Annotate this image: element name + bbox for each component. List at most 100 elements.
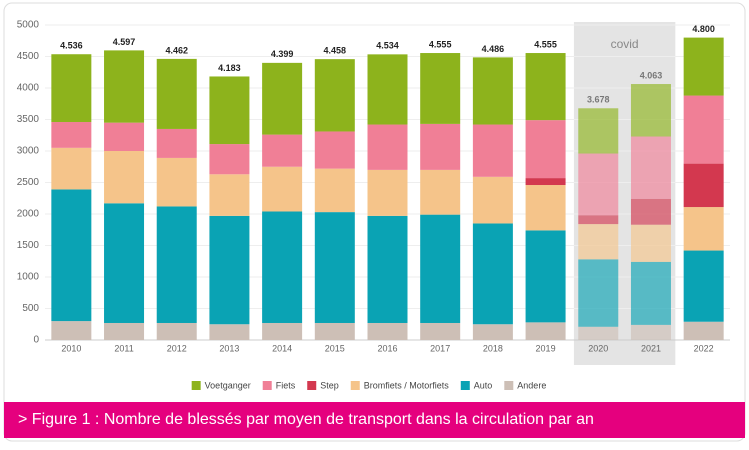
bar-segment xyxy=(525,185,566,231)
bar-segment xyxy=(51,54,92,123)
bar-segment xyxy=(262,322,303,340)
bar-segment xyxy=(683,250,724,322)
bar-segment xyxy=(51,321,92,340)
total-label: 4.800 xyxy=(692,24,715,34)
x-tick-label: 2016 xyxy=(377,343,397,353)
x-tick-label: 2012 xyxy=(167,343,187,353)
bar-segment xyxy=(630,324,671,340)
x-tick-label: 2022 xyxy=(694,343,714,353)
y-tick-label: 4000 xyxy=(17,83,40,94)
bar-segment xyxy=(472,324,513,340)
total-label: 4.597 xyxy=(113,37,136,47)
bar-segment xyxy=(262,211,303,323)
legend-swatch xyxy=(504,381,514,390)
bar-segment xyxy=(578,259,619,327)
bar-segment xyxy=(472,124,513,177)
bar-segment xyxy=(104,322,145,340)
y-tick-label: 3000 xyxy=(17,146,40,157)
legend-label: Step xyxy=(320,380,339,390)
bar-segment xyxy=(156,157,197,207)
bar-segment xyxy=(367,124,408,170)
x-tick-label: 2010 xyxy=(61,343,81,353)
total-label: 4.063 xyxy=(640,70,663,80)
bar-segment xyxy=(104,122,145,151)
bar-segment xyxy=(683,207,724,251)
bar-segment xyxy=(51,122,92,148)
legend-label: Andere xyxy=(517,380,546,390)
bar-segment xyxy=(209,144,250,175)
total-label: 4.536 xyxy=(60,41,83,51)
x-tick-label: 2020 xyxy=(588,343,608,353)
total-label: 4.534 xyxy=(376,41,399,51)
legend-label: Bromfiets / Motorfiets xyxy=(364,380,450,390)
bar-segment xyxy=(420,123,461,170)
bar-segment xyxy=(367,169,408,216)
total-label: 3.678 xyxy=(587,95,610,105)
bar-segment xyxy=(367,322,408,340)
total-label: 4.183 xyxy=(218,63,241,73)
legend-label: Auto xyxy=(474,380,493,390)
x-tick-label: 2013 xyxy=(219,343,239,353)
bar-segment xyxy=(156,58,197,129)
legend-swatch xyxy=(460,381,470,390)
bar-segment xyxy=(104,151,145,204)
bar-segment xyxy=(578,108,619,154)
legend-swatch xyxy=(307,381,317,390)
bar-segment xyxy=(209,174,250,216)
bar-segment xyxy=(683,163,724,208)
x-tick-label: 2019 xyxy=(536,343,556,353)
bar-segment xyxy=(314,168,355,213)
bar-segment xyxy=(472,223,513,325)
bar-segment xyxy=(314,212,355,323)
bar-segment xyxy=(156,322,197,340)
caption: > Figure 1 : Nombre de blessés par moyen… xyxy=(18,411,594,428)
total-label: 4.486 xyxy=(482,44,505,54)
x-tick-label: 2021 xyxy=(641,343,661,353)
bar-segment xyxy=(578,215,619,225)
bar-segment xyxy=(630,224,671,262)
legend-swatch xyxy=(191,381,201,390)
bar-segment xyxy=(367,54,408,125)
bar-segment xyxy=(525,120,566,179)
x-tick-label: 2011 xyxy=(114,343,133,353)
y-tick-label: 1000 xyxy=(17,272,40,283)
bar-segment xyxy=(209,76,250,145)
bar-segment xyxy=(314,131,355,169)
y-tick-label: 0 xyxy=(33,335,39,346)
total-label: 4.555 xyxy=(534,39,557,49)
legend-label: Voetganger xyxy=(205,380,251,390)
total-label: 4.555 xyxy=(429,39,452,49)
bar-segment xyxy=(209,324,250,340)
total-label: 4.458 xyxy=(324,46,347,56)
x-tick-label: 2018 xyxy=(483,343,503,353)
bar-segment xyxy=(104,203,145,323)
bar-segment xyxy=(578,153,619,216)
bar-segment xyxy=(314,59,355,132)
bar-segment xyxy=(156,206,197,323)
y-tick-label: 3500 xyxy=(17,114,40,125)
bar-segment xyxy=(683,321,724,340)
bar-segment xyxy=(262,134,303,167)
x-tick-label: 2015 xyxy=(325,343,345,353)
bar-segment xyxy=(51,147,92,190)
y-tick-label: 5000 xyxy=(17,20,40,31)
bar-segment xyxy=(420,169,461,215)
bar-segment xyxy=(630,136,671,199)
y-tick-label: 2500 xyxy=(17,177,40,188)
bar-segment xyxy=(472,176,513,224)
bar-segment xyxy=(525,53,566,121)
bar-segment xyxy=(578,326,619,340)
bar-segment xyxy=(104,50,145,123)
legend-label: Fiets xyxy=(276,380,296,390)
bar-segment xyxy=(683,95,724,164)
bar-segment xyxy=(367,215,408,323)
bar-segment xyxy=(630,198,671,225)
y-tick-label: 1500 xyxy=(17,240,40,251)
x-tick-label: 2017 xyxy=(430,343,450,353)
bar-segment xyxy=(420,53,461,124)
y-tick-label: 500 xyxy=(22,303,39,314)
caption-bar xyxy=(4,402,745,438)
bar-segment xyxy=(156,128,197,158)
bar-segment xyxy=(314,322,355,340)
